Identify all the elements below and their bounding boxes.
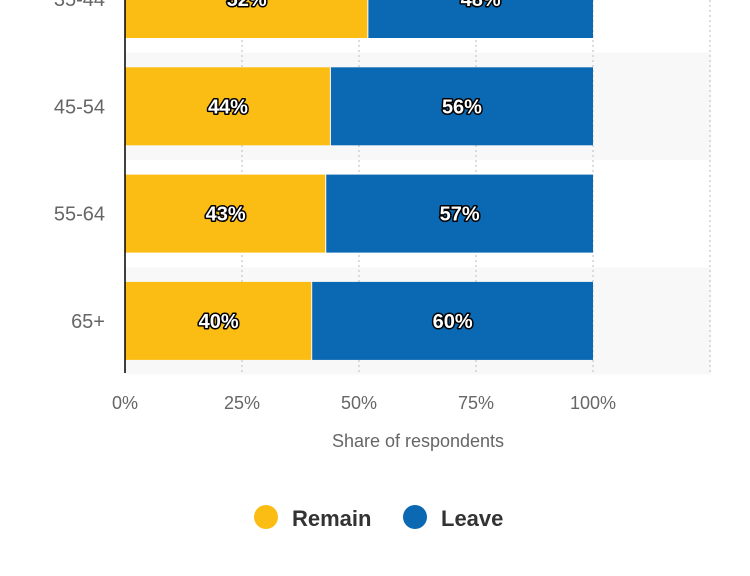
bar-remain[interactable] bbox=[125, 281, 312, 360]
bar-remain[interactable] bbox=[125, 0, 368, 38]
legend-marker-leave[interactable] bbox=[403, 505, 427, 529]
bar-remain[interactable] bbox=[125, 67, 330, 146]
category-label: 55-64 bbox=[54, 204, 105, 226]
data-label: 56% bbox=[442, 96, 482, 118]
data-label: 44% bbox=[208, 96, 248, 118]
x-axis-title: Share of respondents bbox=[332, 431, 504, 451]
bar-leave[interactable] bbox=[326, 174, 593, 253]
x-tick-label: 0% bbox=[112, 393, 138, 413]
bar-leave[interactable] bbox=[312, 281, 593, 360]
x-tick-label: 100% bbox=[570, 393, 616, 413]
legend-label-remain[interactable]: Remain bbox=[292, 506, 371, 531]
data-label: 60% bbox=[433, 311, 473, 333]
data-label: 57% bbox=[440, 204, 480, 226]
x-tick-label: 25% bbox=[224, 393, 260, 413]
data-label: 40% bbox=[199, 311, 239, 333]
category-label: 65+ bbox=[71, 311, 105, 333]
data-label: 52% bbox=[227, 0, 267, 11]
category-label: 45-54 bbox=[54, 96, 105, 118]
x-tick-label: 75% bbox=[458, 393, 494, 413]
x-tick-label: 50% bbox=[341, 393, 377, 413]
data-label: 43% bbox=[206, 204, 246, 226]
data-label: 48% bbox=[461, 0, 501, 11]
category-label: 35-44 bbox=[54, 0, 105, 11]
bar-remain[interactable] bbox=[125, 174, 326, 253]
legend-marker-remain[interactable] bbox=[254, 505, 278, 529]
bar-leave[interactable] bbox=[330, 67, 593, 146]
legend-label-leave[interactable]: Leave bbox=[441, 506, 503, 531]
bar-leave[interactable] bbox=[368, 0, 593, 38]
